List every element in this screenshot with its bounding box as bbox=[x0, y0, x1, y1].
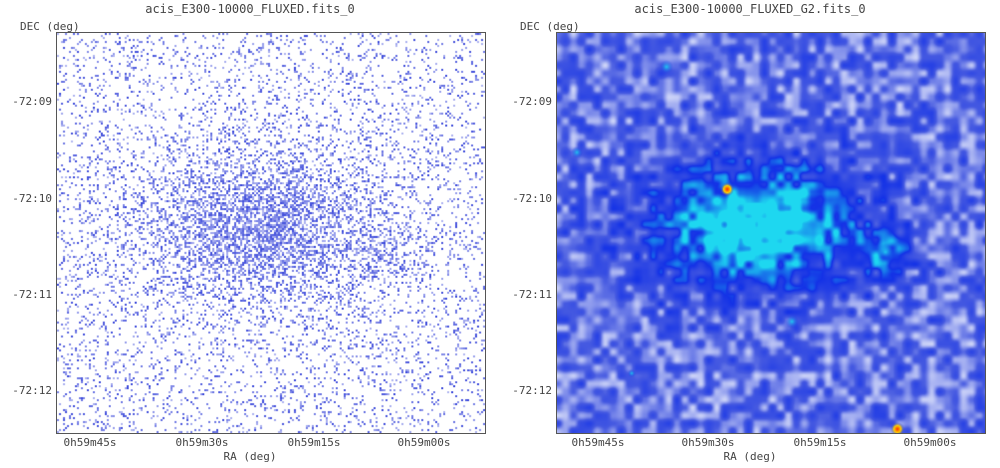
x-tick-label: 0h59m15s bbox=[793, 436, 847, 449]
panel-title: acis_E300-10000_FLUXED.fits_0 bbox=[145, 2, 355, 16]
x-tick-label: 0h59m00s bbox=[397, 436, 451, 449]
image-panel-left: acis_E300-10000_FLUXED.fits_0 DEC (deg) … bbox=[12, 2, 486, 463]
y-tick-label: -72:12 bbox=[12, 384, 52, 397]
x-tick-label: 0h59m45s bbox=[571, 436, 625, 449]
x-tick-label: 0h59m45s bbox=[63, 436, 117, 449]
y-tick-label: -72:12 bbox=[512, 384, 552, 397]
x-axis-label: RA (deg) bbox=[223, 450, 277, 463]
x-axis-label: RA (deg) bbox=[723, 450, 777, 463]
y-axis-label: DEC (deg) bbox=[520, 20, 580, 33]
y-tick-label: -72:11 bbox=[12, 288, 52, 301]
y-tick-label: -72:09 bbox=[12, 95, 52, 108]
x-tick-label: 0h59m00s bbox=[903, 436, 957, 449]
x-tick-label: 0h59m15s bbox=[287, 436, 341, 449]
panel-title: acis_E300-10000_FLUXED_G2.fits_0 bbox=[634, 2, 866, 16]
y-tick-label: -72:10 bbox=[512, 192, 552, 205]
y-tick-label: -72:09 bbox=[512, 95, 552, 108]
y-axis-label: DEC (deg) bbox=[20, 20, 80, 33]
y-tick-label: -72:11 bbox=[512, 288, 552, 301]
fits-image-raw[interactable] bbox=[56, 32, 486, 434]
x-tick-label: 0h59m30s bbox=[681, 436, 735, 449]
x-tick-label: 0h59m30s bbox=[175, 436, 229, 449]
y-tick-label: -72:10 bbox=[12, 192, 52, 205]
image-panel-right: acis_E300-10000_FLUXED_G2.fits_0 DEC (de… bbox=[500, 0, 1000, 468]
fits-image-smoothed[interactable] bbox=[556, 32, 986, 434]
